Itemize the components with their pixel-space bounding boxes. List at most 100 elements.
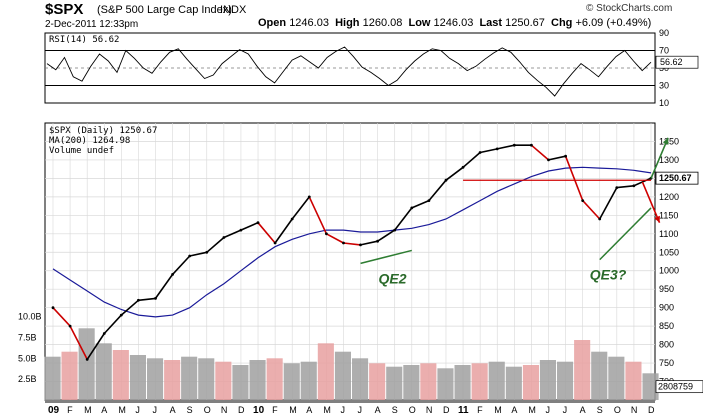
x-tick-label: 09 xyxy=(48,405,60,416)
price-segment xyxy=(291,196,310,220)
price-point xyxy=(530,143,533,147)
price-segment xyxy=(326,233,344,244)
price-point xyxy=(137,298,140,302)
volume-bar xyxy=(232,365,249,400)
price-segment xyxy=(377,229,396,242)
price-tick-label: 800 xyxy=(659,340,674,350)
volume-bar xyxy=(625,361,642,400)
volume-bar xyxy=(198,358,215,400)
price-segment xyxy=(497,144,515,150)
price-segment xyxy=(530,144,550,161)
volume-bar xyxy=(352,358,369,400)
volume-bar xyxy=(591,351,608,400)
x-tick-label: M xyxy=(494,405,502,415)
price-point xyxy=(615,186,619,190)
volume-bar xyxy=(505,366,522,400)
price-segment xyxy=(240,221,259,231)
x-tick-label: N xyxy=(631,405,638,415)
price-segment xyxy=(154,273,174,299)
price-segment xyxy=(69,325,88,360)
x-tick-label: F xyxy=(272,405,278,415)
ma200-line xyxy=(52,166,652,318)
volume-bar xyxy=(164,360,181,400)
price-point xyxy=(478,151,482,154)
price-segment xyxy=(257,222,276,244)
price-segment xyxy=(223,229,242,239)
price-tick-label: 900 xyxy=(659,303,674,313)
x-tick-label: D xyxy=(648,405,655,415)
price-point xyxy=(461,165,465,169)
price-point xyxy=(119,313,123,317)
price-segment xyxy=(343,242,361,246)
price-point xyxy=(444,178,448,182)
rsi-line xyxy=(46,46,652,97)
price-segment xyxy=(52,307,71,327)
volume-bar xyxy=(215,361,232,400)
x-tick-label: 10 xyxy=(253,405,265,416)
volume-bar xyxy=(608,356,625,400)
volume-bar xyxy=(95,343,112,400)
price-point xyxy=(222,236,226,239)
price-point xyxy=(85,358,89,361)
volume-bar xyxy=(369,363,386,400)
price-tick-label: 750 xyxy=(659,358,674,368)
x-tick-label: M xyxy=(118,405,126,415)
rsi-tick-label: 70 xyxy=(659,46,669,56)
price-point xyxy=(581,199,585,203)
price-last-label: 1250.67 xyxy=(659,173,692,183)
volume-bar xyxy=(283,363,300,400)
x-tick-label: D xyxy=(443,405,450,415)
price-tick-label: 1000 xyxy=(659,266,679,276)
trend-line xyxy=(599,207,652,261)
x-tick-label: A xyxy=(101,405,107,415)
rsi-panel-frame xyxy=(44,32,656,104)
high-label: High xyxy=(335,17,360,29)
price-segment xyxy=(86,333,105,360)
volume-bar xyxy=(129,355,146,400)
volume-bar xyxy=(317,343,334,400)
arrow-up-shaft xyxy=(650,137,669,179)
open-label: Open xyxy=(258,17,287,29)
x-tick-label: O xyxy=(204,405,211,415)
volume-bar xyxy=(44,356,61,400)
x-tick-label: N xyxy=(426,405,433,415)
price-point xyxy=(239,228,243,232)
price-point xyxy=(205,250,209,254)
price-legend-entry: Volume undef xyxy=(49,146,114,156)
open-value: 1246.03 xyxy=(289,17,329,29)
rsi-tick-label: 30 xyxy=(659,81,669,91)
volume-bar xyxy=(522,365,539,400)
volume-bar xyxy=(488,361,505,400)
rsi-title: RSI(14) 56.62 xyxy=(49,35,119,45)
chg-label: Chg xyxy=(551,17,573,29)
volume-bar xyxy=(249,360,266,400)
volume-bar xyxy=(437,368,454,400)
price-segment xyxy=(582,200,601,220)
price-point xyxy=(102,332,106,335)
price-segment xyxy=(172,255,191,275)
x-tick-label: A xyxy=(306,405,312,415)
x-tick-label: J xyxy=(135,405,140,415)
price-point xyxy=(154,297,157,300)
price-point xyxy=(359,243,362,247)
price-point xyxy=(410,206,414,210)
price-last-box xyxy=(655,171,699,185)
price-tick-label: 1200 xyxy=(659,192,679,202)
x-tick-label: D xyxy=(238,405,245,415)
header-exchange: INDX xyxy=(220,4,247,16)
price-point xyxy=(376,239,379,243)
volume-bar xyxy=(539,360,556,400)
header-credit[interactable]: © StockCharts.com xyxy=(586,3,673,14)
volume-bar xyxy=(420,363,437,400)
volume-tick-label: 7.5B xyxy=(18,333,37,343)
price-point xyxy=(393,228,397,232)
price-point xyxy=(547,158,550,162)
price-segment xyxy=(360,240,378,246)
price-segment xyxy=(564,155,584,201)
x-tick-label: O xyxy=(614,405,621,415)
price-point xyxy=(51,306,55,310)
price-point xyxy=(307,195,311,199)
volume-bar xyxy=(334,351,351,400)
price-point xyxy=(495,147,499,151)
